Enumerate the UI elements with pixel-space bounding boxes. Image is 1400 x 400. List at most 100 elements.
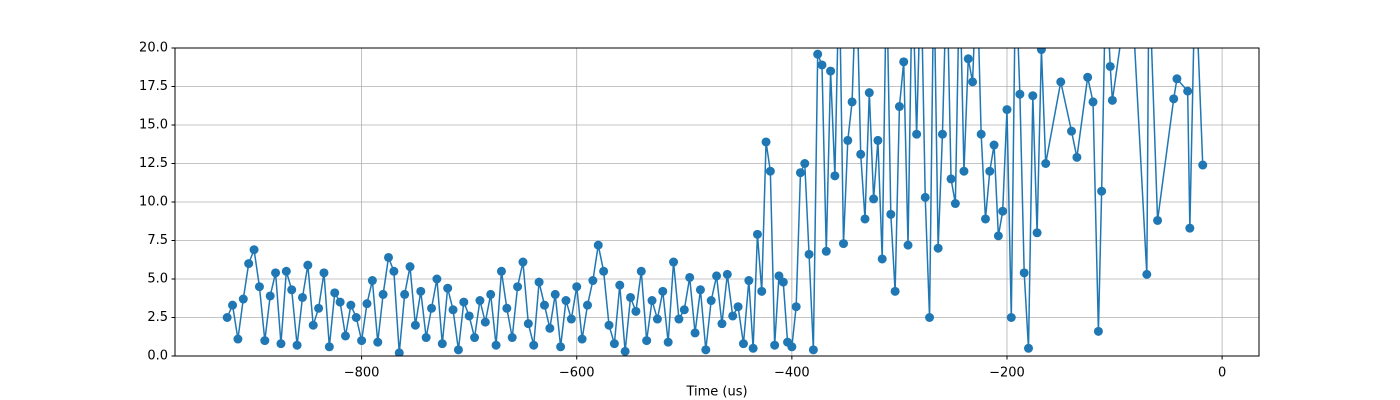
data-point xyxy=(367,276,377,286)
data-point xyxy=(394,348,404,356)
x-tick-label: −400 xyxy=(774,366,810,381)
data-point xyxy=(765,166,775,176)
data-point xyxy=(496,266,506,276)
data-point xyxy=(795,168,805,178)
data-point xyxy=(400,289,410,299)
data-point xyxy=(228,300,238,310)
data-point xyxy=(663,337,673,347)
data-point xyxy=(593,240,603,250)
y-tick-label: 7.5 xyxy=(147,233,168,248)
data-point xyxy=(722,269,732,279)
data-point xyxy=(690,328,700,338)
data-point xyxy=(813,49,823,59)
data-point xyxy=(1036,48,1046,55)
data-point xyxy=(545,323,555,333)
data-point xyxy=(1169,94,1179,104)
data-point xyxy=(1093,326,1103,336)
data-point xyxy=(1023,343,1033,353)
data-point xyxy=(384,252,394,262)
data-point xyxy=(933,243,943,253)
y-tick-label: 5.0 xyxy=(147,272,168,287)
data-point xyxy=(1019,268,1029,278)
data-point xyxy=(609,339,619,349)
data-point xyxy=(604,320,614,330)
data-point xyxy=(1185,223,1195,233)
data-point xyxy=(744,276,754,286)
data-point xyxy=(529,340,539,350)
data-point xyxy=(1067,126,1077,136)
y-tick-label: 15.0 xyxy=(139,118,168,133)
data-point xyxy=(877,254,887,264)
data-point xyxy=(556,342,566,352)
data-point xyxy=(378,289,388,299)
data-point xyxy=(856,149,866,159)
data-point xyxy=(244,259,254,269)
data-point xyxy=(448,305,458,315)
data-point xyxy=(491,340,501,350)
data-point xyxy=(437,339,447,349)
data-point xyxy=(733,302,743,312)
data-point xyxy=(362,299,372,309)
data-point xyxy=(804,249,814,259)
data-point xyxy=(566,314,576,324)
data-point xyxy=(937,129,947,139)
data-point xyxy=(993,231,1003,241)
data-point xyxy=(830,171,840,181)
data-point xyxy=(502,303,512,313)
data-point xyxy=(860,214,870,224)
data-point xyxy=(1002,105,1012,115)
data-point xyxy=(808,345,818,355)
data-point xyxy=(890,286,900,296)
data-point xyxy=(475,296,485,306)
data-point xyxy=(276,339,286,349)
data-point xyxy=(1006,313,1016,322)
data-point xyxy=(340,331,350,341)
data-point xyxy=(319,268,329,278)
data-point xyxy=(925,313,935,322)
data-point xyxy=(1198,160,1208,170)
data-point xyxy=(980,214,990,224)
data-point xyxy=(963,54,973,64)
data-point xyxy=(287,285,297,295)
data-point xyxy=(561,296,571,306)
data-point xyxy=(631,306,641,316)
data-point xyxy=(297,292,307,302)
data-point xyxy=(706,296,716,306)
data-point xyxy=(599,266,609,276)
data-point xyxy=(873,135,883,145)
data-point xyxy=(507,333,517,343)
data-point xyxy=(330,288,340,298)
data-point xyxy=(480,317,490,327)
data-point xyxy=(550,289,560,299)
data-point xyxy=(1107,95,1117,105)
data-point xyxy=(427,303,437,313)
data-point xyxy=(1172,74,1182,84)
data-point xyxy=(838,239,848,249)
data-point xyxy=(254,282,264,292)
data-point xyxy=(1142,269,1152,279)
data-point xyxy=(443,283,453,293)
data-point xyxy=(950,199,960,209)
data-point xyxy=(1083,72,1093,82)
data-point xyxy=(588,276,598,286)
data-point xyxy=(416,286,426,296)
x-tick-label: 0 xyxy=(1218,366,1226,381)
data-point xyxy=(636,266,646,276)
data-point xyxy=(920,192,930,202)
data-point xyxy=(903,240,913,250)
data-point xyxy=(748,343,758,353)
data-point xyxy=(647,296,657,306)
data-point xyxy=(314,303,324,313)
data-point xyxy=(572,282,582,292)
data-point xyxy=(405,262,415,272)
data-point xyxy=(899,57,909,67)
data-point xyxy=(271,268,281,278)
data-point xyxy=(821,246,831,256)
data-point xyxy=(582,300,592,310)
data-point xyxy=(674,314,684,324)
data-point xyxy=(946,174,956,184)
data-point xyxy=(1032,228,1042,238)
data-point xyxy=(652,314,662,324)
data-point xyxy=(470,333,480,343)
y-tick-label: 20.0 xyxy=(139,41,168,56)
